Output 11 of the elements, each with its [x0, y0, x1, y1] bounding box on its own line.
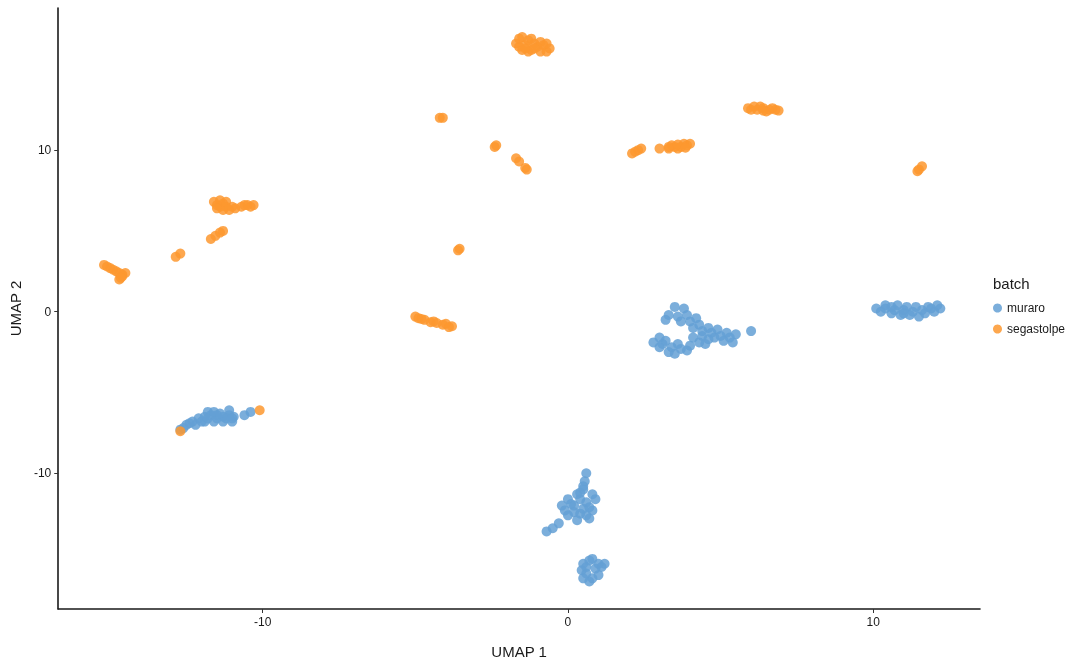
x-tick-label: 0: [564, 615, 572, 629]
legend-title: batch: [993, 275, 1030, 292]
y-tick-label: -10: [33, 466, 52, 481]
y-axis-title: UMAP 2: [7, 280, 24, 337]
y-tick-label: 0: [44, 304, 52, 319]
legend-label: muraro: [1007, 301, 1046, 315]
y-tick-label: 10: [37, 143, 52, 158]
x-tick-label: 10: [866, 615, 881, 629]
x-tick-label: -10: [254, 615, 272, 629]
x-axis-title: UMAP 1: [491, 643, 547, 660]
legend-label: segastolpe: [1007, 322, 1066, 336]
